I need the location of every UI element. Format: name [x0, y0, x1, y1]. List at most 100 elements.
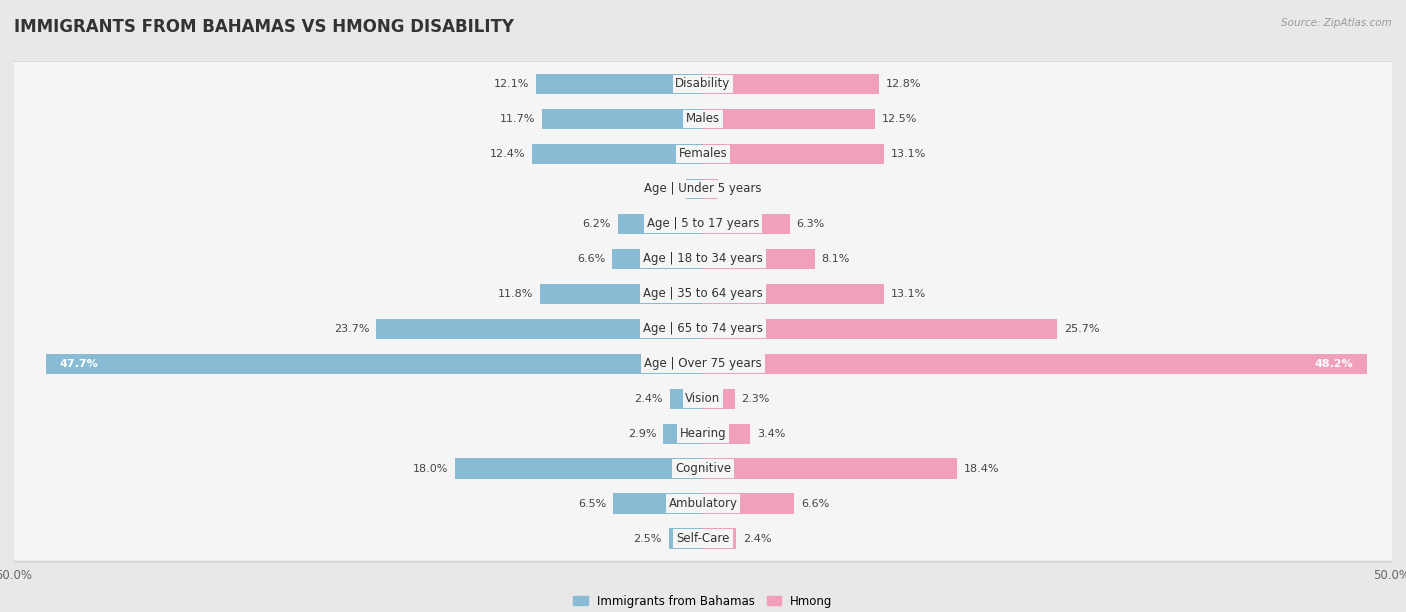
Bar: [703, 109, 875, 129]
Text: 2.4%: 2.4%: [634, 394, 664, 404]
Text: Ambulatory: Ambulatory: [668, 497, 738, 510]
FancyBboxPatch shape: [7, 267, 1399, 320]
FancyBboxPatch shape: [7, 92, 1399, 146]
Text: 8.1%: 8.1%: [821, 254, 849, 264]
FancyBboxPatch shape: [7, 337, 1399, 390]
FancyBboxPatch shape: [11, 307, 1395, 351]
Bar: [686, 179, 703, 199]
FancyBboxPatch shape: [7, 302, 1399, 356]
Text: Age | 18 to 34 years: Age | 18 to 34 years: [643, 252, 763, 265]
Bar: [703, 389, 735, 409]
Text: 13.1%: 13.1%: [890, 289, 925, 299]
Bar: [703, 248, 814, 269]
Text: 2.3%: 2.3%: [741, 394, 770, 404]
Text: 13.1%: 13.1%: [890, 149, 925, 159]
FancyBboxPatch shape: [11, 272, 1395, 316]
Bar: [541, 109, 703, 129]
Bar: [703, 283, 883, 304]
Text: Vision: Vision: [685, 392, 721, 405]
FancyBboxPatch shape: [11, 62, 1395, 106]
Bar: [617, 214, 703, 234]
Bar: [536, 74, 703, 94]
FancyBboxPatch shape: [11, 167, 1395, 211]
FancyBboxPatch shape: [11, 132, 1395, 176]
Text: 1.1%: 1.1%: [725, 184, 754, 194]
FancyBboxPatch shape: [7, 372, 1399, 425]
Text: 2.4%: 2.4%: [742, 534, 772, 543]
Text: Males: Males: [686, 113, 720, 125]
FancyBboxPatch shape: [11, 482, 1395, 526]
Bar: [669, 528, 703, 549]
Bar: [703, 179, 718, 199]
Text: Age | Under 5 years: Age | Under 5 years: [644, 182, 762, 195]
Legend: Immigrants from Bahamas, Hmong: Immigrants from Bahamas, Hmong: [568, 590, 838, 612]
Text: Source: ZipAtlas.com: Source: ZipAtlas.com: [1281, 18, 1392, 28]
FancyBboxPatch shape: [7, 127, 1399, 181]
Bar: [46, 354, 703, 374]
Bar: [703, 74, 879, 94]
Text: Cognitive: Cognitive: [675, 462, 731, 475]
Bar: [703, 528, 737, 549]
FancyBboxPatch shape: [11, 97, 1395, 141]
FancyBboxPatch shape: [7, 58, 1399, 111]
Text: 18.0%: 18.0%: [413, 464, 449, 474]
Text: 11.7%: 11.7%: [499, 114, 534, 124]
Text: Age | 65 to 74 years: Age | 65 to 74 years: [643, 323, 763, 335]
Bar: [669, 389, 703, 409]
Bar: [540, 283, 703, 304]
Bar: [703, 424, 749, 444]
Text: 12.4%: 12.4%: [489, 149, 526, 159]
FancyBboxPatch shape: [7, 197, 1399, 250]
Bar: [377, 319, 703, 339]
Text: Hearing: Hearing: [679, 427, 727, 440]
Bar: [703, 319, 1057, 339]
Text: 6.6%: 6.6%: [801, 499, 830, 509]
Text: 3.4%: 3.4%: [756, 428, 785, 439]
Text: 12.8%: 12.8%: [886, 79, 922, 89]
Bar: [703, 144, 883, 164]
FancyBboxPatch shape: [11, 237, 1395, 281]
Text: 2.9%: 2.9%: [627, 428, 657, 439]
Text: 12.1%: 12.1%: [494, 79, 530, 89]
FancyBboxPatch shape: [11, 341, 1395, 386]
Bar: [456, 458, 703, 479]
Text: 23.7%: 23.7%: [335, 324, 370, 334]
Text: 6.6%: 6.6%: [576, 254, 605, 264]
FancyBboxPatch shape: [7, 442, 1399, 495]
Text: 11.8%: 11.8%: [498, 289, 533, 299]
Text: 25.7%: 25.7%: [1064, 324, 1099, 334]
FancyBboxPatch shape: [7, 162, 1399, 215]
Text: 6.3%: 6.3%: [797, 219, 825, 229]
Text: Age | 5 to 17 years: Age | 5 to 17 years: [647, 217, 759, 230]
FancyBboxPatch shape: [11, 412, 1395, 456]
FancyBboxPatch shape: [11, 202, 1395, 246]
FancyBboxPatch shape: [7, 512, 1399, 565]
FancyBboxPatch shape: [7, 232, 1399, 285]
FancyBboxPatch shape: [11, 517, 1395, 561]
Text: Age | 35 to 64 years: Age | 35 to 64 years: [643, 287, 763, 300]
FancyBboxPatch shape: [11, 447, 1395, 491]
Text: 18.4%: 18.4%: [963, 464, 998, 474]
Text: Disability: Disability: [675, 78, 731, 91]
Text: 2.5%: 2.5%: [633, 534, 662, 543]
Text: Females: Females: [679, 147, 727, 160]
Text: 1.2%: 1.2%: [651, 184, 679, 194]
Bar: [664, 424, 703, 444]
Text: 48.2%: 48.2%: [1315, 359, 1354, 368]
Text: Age | Over 75 years: Age | Over 75 years: [644, 357, 762, 370]
Bar: [703, 458, 956, 479]
Bar: [612, 248, 703, 269]
Text: Self-Care: Self-Care: [676, 532, 730, 545]
Text: IMMIGRANTS FROM BAHAMAS VS HMONG DISABILITY: IMMIGRANTS FROM BAHAMAS VS HMONG DISABIL…: [14, 18, 515, 36]
FancyBboxPatch shape: [7, 407, 1399, 460]
FancyBboxPatch shape: [11, 376, 1395, 420]
Text: 47.7%: 47.7%: [59, 359, 98, 368]
Bar: [703, 493, 794, 513]
Text: 6.2%: 6.2%: [582, 219, 610, 229]
Text: 6.5%: 6.5%: [578, 499, 606, 509]
Bar: [613, 493, 703, 513]
Bar: [531, 144, 703, 164]
Bar: [703, 214, 790, 234]
FancyBboxPatch shape: [7, 477, 1399, 530]
Text: 12.5%: 12.5%: [882, 114, 918, 124]
